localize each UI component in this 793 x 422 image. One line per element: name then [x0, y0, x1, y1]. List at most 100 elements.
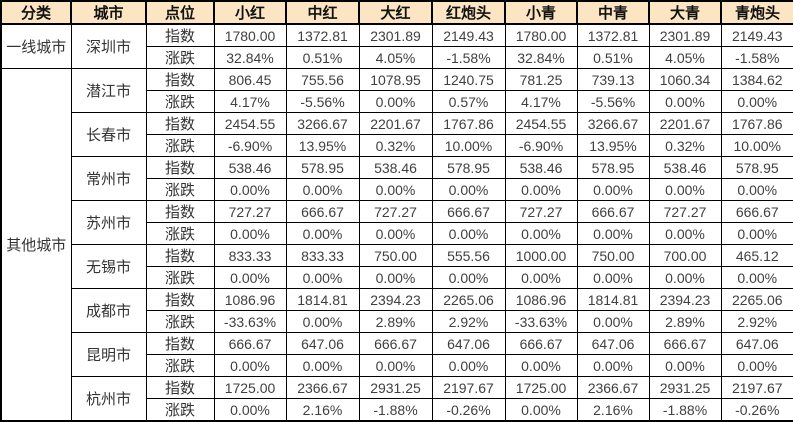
change-value-cell: 0.00%	[431, 354, 506, 377]
change-value-cell: 2.16%	[576, 398, 650, 422]
index-value-cell: 2197.67	[720, 376, 793, 399]
change-value-cell: 0.00%	[213, 178, 287, 201]
change-value-cell: 0.00%	[720, 222, 793, 245]
metric-label-change: 涨跌	[145, 178, 215, 201]
index-value-cell: 1780.00	[504, 23, 578, 47]
change-value-cell: 13.95%	[576, 134, 650, 157]
header-row: 分类 城市 点位 小红 中红 大红 红炮头 小青 中青 大青 青炮头	[0, 0, 793, 25]
column-header-2: 点位	[145, 0, 215, 25]
metric-label-index: 指数	[145, 332, 215, 355]
change-value-cell: 0.00%	[504, 398, 578, 422]
table-header: 分类 城市 点位 小红 中红 大红 红炮头 小青 中青 大青 青炮头	[0, 0, 793, 25]
index-row: 长春市 指数 2454.55 3266.67 2201.67 1767.86 2454.55…	[1, 112, 793, 157]
column-header-9: 大青	[648, 0, 722, 25]
index-value-cell: 2149.43	[720, 23, 793, 47]
index-value-cell: 538.46	[358, 156, 433, 179]
index-value-cell: 465.12	[720, 244, 793, 267]
change-value-cell: 0.00%	[358, 354, 433, 377]
change-value-cell: 0.00%	[576, 178, 650, 201]
metric-label-change: 涨跌	[145, 266, 215, 289]
index-value-cell: 578.95	[720, 156, 793, 179]
change-value-cell: 10.00%	[431, 134, 506, 157]
index-value-cell: 555.56	[431, 244, 506, 267]
index-value-cell: 1767.86	[720, 112, 793, 135]
change-value-cell: 0.00%	[431, 266, 506, 289]
index-value-cell: 2149.43	[431, 23, 506, 47]
change-value-cell: 0.00%	[720, 90, 793, 113]
change-value-cell: 0.00%	[504, 222, 578, 245]
index-value-cell: 2301.89	[648, 23, 722, 47]
index-value-cell: 666.67	[576, 200, 650, 223]
change-value-cell: 4.17%	[504, 90, 578, 113]
index-value-cell: 1240.75	[431, 68, 506, 91]
index-value-cell: 666.67	[431, 200, 506, 223]
index-value-cell: 538.46	[504, 156, 578, 179]
change-row: 涨跌 0.00% 0.00% 0.00% 0.00% 0.00% 0.00% 0.00% 0.0…	[1, 222, 793, 245]
index-row: 昆明市 指数 666.67 647.06 666.67 647.06 666.67 647.0…	[1, 332, 793, 377]
index-value-cell: 727.27	[648, 200, 722, 223]
city-cell: 长春市	[70, 112, 147, 157]
change-row: 涨跌 0.00% 0.00% 0.00% 0.00% 0.00% 0.00% 0.00% 0.0…	[1, 266, 793, 289]
index-value-cell: 2394.23	[648, 288, 722, 311]
index-value-cell: 2265.06	[431, 288, 506, 311]
change-value-cell: 0.00%	[576, 266, 650, 289]
index-value-cell: 739.13	[576, 68, 650, 91]
change-value-cell: 0.00%	[213, 398, 287, 422]
change-value-cell: -6.90%	[504, 134, 578, 157]
change-value-cell: -0.26%	[720, 398, 793, 422]
index-value-cell: 578.95	[431, 156, 506, 179]
index-value-cell: 2931.25	[648, 376, 722, 399]
change-value-cell: 0.00%	[720, 178, 793, 201]
change-value-cell: 4.05%	[358, 46, 433, 69]
change-value-cell: 0.00%	[285, 354, 360, 377]
index-row: 常州市 指数 538.46 578.95 538.46 578.95 538.46 578.9…	[1, 156, 793, 201]
column-header-0: 分类	[0, 0, 72, 25]
change-row: 涨跌 32.84% 0.51% 4.05% -1.58% 32.84% 0.51% 4.05%…	[1, 46, 793, 69]
city-cell: 常州市	[70, 156, 147, 201]
change-value-cell: 0.00%	[504, 178, 578, 201]
index-value-cell: 2394.23	[358, 288, 433, 311]
index-value-cell: 1372.81	[285, 23, 360, 47]
metric-label-change: 涨跌	[145, 354, 215, 377]
column-header-5: 大红	[358, 0, 433, 25]
index-row: 成都市 指数 1086.96 1814.81 2394.23 2265.06 1086.96…	[1, 288, 793, 333]
city-cell: 深圳市	[70, 23, 147, 69]
index-row: 一线城市 深圳市 指数 1780.00 1372.81 2301.89 2149.43 178…	[0, 23, 793, 69]
index-value-cell: 2201.67	[358, 112, 433, 135]
column-header-1: 城市	[70, 0, 147, 25]
index-value-cell: 1780.00	[213, 23, 287, 47]
index-value-cell: 666.67	[504, 332, 578, 355]
city-cell: 杭州市	[70, 376, 147, 422]
index-value-cell: 2201.67	[648, 112, 722, 135]
index-value-cell: 666.67	[213, 332, 287, 355]
index-row: 其他城市 潜江市 指数 806.45 755.56 1078.95 1240.75 781.2…	[0, 68, 793, 422]
change-value-cell: 0.00%	[358, 178, 433, 201]
index-value-cell: 2454.55	[213, 112, 287, 135]
index-value-cell: 806.45	[213, 68, 287, 91]
change-value-cell: 0.51%	[285, 46, 360, 69]
index-value-cell: 1725.00	[504, 376, 578, 399]
index-value-cell: 538.46	[213, 156, 287, 179]
metric-label-index: 指数	[145, 156, 215, 179]
index-value-cell: 666.67	[720, 200, 793, 223]
index-value-cell: 2931.25	[358, 376, 433, 399]
change-value-cell: 2.89%	[648, 310, 722, 333]
index-value-cell: 2454.55	[504, 112, 578, 135]
change-value-cell: 4.17%	[213, 90, 287, 113]
change-value-cell: -5.56%	[285, 90, 360, 113]
change-value-cell: 0.00%	[720, 266, 793, 289]
index-row: 苏州市 指数 727.27 666.67 727.27 666.67 727.27 666.6…	[1, 200, 793, 245]
metric-label-change: 涨跌	[145, 134, 215, 157]
index-value-cell: 750.00	[358, 244, 433, 267]
change-value-cell: 0.00%	[576, 354, 650, 377]
index-value-cell: 647.06	[431, 332, 506, 355]
index-row: 杭州市 指数 1725.00 2366.67 2931.25 2197.67 1725.00…	[1, 376, 793, 422]
index-value-cell: 833.33	[213, 244, 287, 267]
change-value-cell: 4.05%	[648, 46, 722, 69]
index-value-cell: 2265.06	[720, 288, 793, 311]
change-value-cell: 0.00%	[285, 178, 360, 201]
change-value-cell: -33.63%	[213, 310, 287, 333]
index-value-cell: 666.67	[358, 332, 433, 355]
metric-label-index: 指数	[145, 376, 215, 399]
